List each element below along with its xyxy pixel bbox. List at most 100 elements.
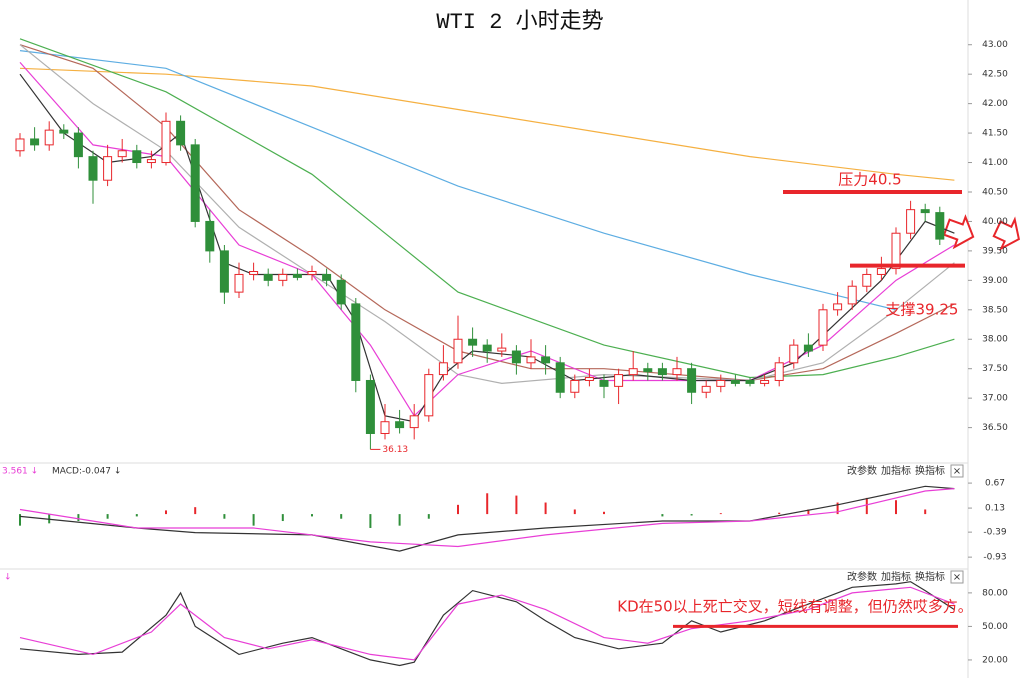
close-box	[950, 570, 964, 584]
indicator-label: MACD:-0.047 ↓	[52, 467, 121, 477]
trend-arrow	[942, 214, 975, 250]
y-tick-label: -0.39	[983, 528, 1007, 538]
candle-body	[380, 421, 390, 434]
toolbar-button[interactable]: 改参数	[847, 464, 877, 477]
y-tick-label: 80.00	[982, 588, 1008, 598]
candle-body	[935, 212, 945, 240]
candle-body	[292, 273, 302, 278]
candle-body	[482, 344, 492, 352]
candle-body	[920, 209, 930, 214]
candle-body	[862, 273, 872, 287]
candle-body	[219, 250, 229, 293]
y-tick-label: 41.00	[982, 158, 1008, 168]
candle-body	[15, 138, 25, 152]
candle-body	[730, 379, 740, 384]
y-tick-label: 50.00	[982, 622, 1008, 632]
candle-body	[103, 156, 113, 181]
indicator-line	[19, 38, 955, 379]
y-tick-label: 40.50	[982, 187, 1008, 197]
candle-body	[526, 356, 536, 364]
toolbar-button[interactable]: 加指标	[881, 570, 911, 583]
level-label: 压力40.5	[838, 171, 901, 189]
candle-body	[687, 368, 697, 393]
low-label: 36.13	[382, 445, 408, 455]
toolbar-button[interactable]: 改参数	[847, 570, 877, 583]
y-tick-label: 20.00	[982, 655, 1008, 665]
candle-body	[249, 271, 259, 275]
indicator-line	[19, 488, 955, 548]
indicator-line	[19, 581, 955, 667]
toolbar-button[interactable]: ×	[953, 466, 961, 477]
candle-body	[847, 285, 857, 305]
candle-body	[59, 129, 69, 134]
candle-body	[30, 138, 40, 146]
y-tick-label: 39.00	[982, 276, 1008, 286]
candle-body	[789, 344, 799, 364]
candle-body	[657, 368, 667, 376]
y-tick-label: -0.93	[983, 553, 1006, 563]
toolbar-button[interactable]: 换指标	[915, 464, 945, 477]
indicator-line	[19, 485, 955, 552]
y-tick-label: 37.00	[982, 394, 1008, 404]
y-tick-label: 42.50	[982, 70, 1008, 80]
candle-body	[584, 377, 594, 381]
candle-body	[176, 120, 186, 146]
candle-body	[44, 129, 54, 146]
candle-body	[716, 379, 726, 387]
candle-body	[468, 338, 478, 346]
candle-body	[760, 379, 770, 384]
candle-body	[701, 385, 711, 393]
y-tick-label: 37.50	[982, 364, 1008, 374]
candle-body	[818, 309, 828, 346]
candle-body	[438, 362, 448, 376]
candle-body	[234, 273, 244, 293]
candle-body	[643, 368, 653, 373]
candle-body	[205, 220, 215, 252]
candle-body	[395, 421, 405, 429]
candle-body	[365, 379, 375, 434]
candle-body	[161, 120, 171, 164]
annotation: KD在50以上死亡交叉，短线有调整，但仍然哎多方。	[617, 598, 972, 616]
y-tick-label: 0.67	[985, 479, 1005, 489]
candle-body	[803, 344, 813, 352]
candle-body	[774, 362, 784, 381]
candle-body	[73, 132, 83, 158]
candle-body	[307, 271, 317, 275]
y-tick-label: 38.00	[982, 335, 1008, 345]
candle-body	[628, 368, 638, 376]
close-box	[950, 464, 964, 478]
chart-title: WTI 2 小时走势	[436, 9, 603, 35]
candle-body	[132, 150, 142, 164]
candle-body	[278, 273, 288, 281]
candle-body	[672, 368, 682, 376]
toolbar-button[interactable]: 换指标	[915, 570, 945, 583]
y-tick-label: 36.50	[982, 423, 1008, 433]
y-tick-label: 39.50	[982, 246, 1008, 256]
indicator-line	[19, 586, 955, 661]
candle-body	[497, 347, 507, 352]
candle-body	[599, 379, 609, 387]
toolbar-button[interactable]: 加指标	[881, 464, 911, 477]
candle-body	[453, 338, 463, 364]
candle-body	[833, 303, 843, 311]
candle-body	[117, 150, 127, 158]
indicator-line	[19, 67, 955, 181]
y-tick-label: 40.00	[982, 217, 1008, 227]
y-tick-label: 38.50	[982, 305, 1008, 315]
trend-arrow	[992, 216, 1021, 251]
toolbar-button[interactable]: ×	[953, 572, 961, 583]
candle-body	[190, 144, 200, 222]
candle-body	[336, 279, 346, 305]
y-tick-label: 0.13	[985, 504, 1005, 514]
y-tick-label: 41.50	[982, 129, 1008, 139]
candle-body	[146, 159, 156, 164]
candle-body	[263, 273, 273, 281]
indicator-line	[19, 50, 897, 311]
y-tick-label: 43.00	[982, 40, 1008, 50]
candle-body	[876, 268, 886, 275]
candle-body	[409, 415, 419, 429]
candle-body	[322, 273, 332, 281]
candle-body	[541, 356, 551, 364]
